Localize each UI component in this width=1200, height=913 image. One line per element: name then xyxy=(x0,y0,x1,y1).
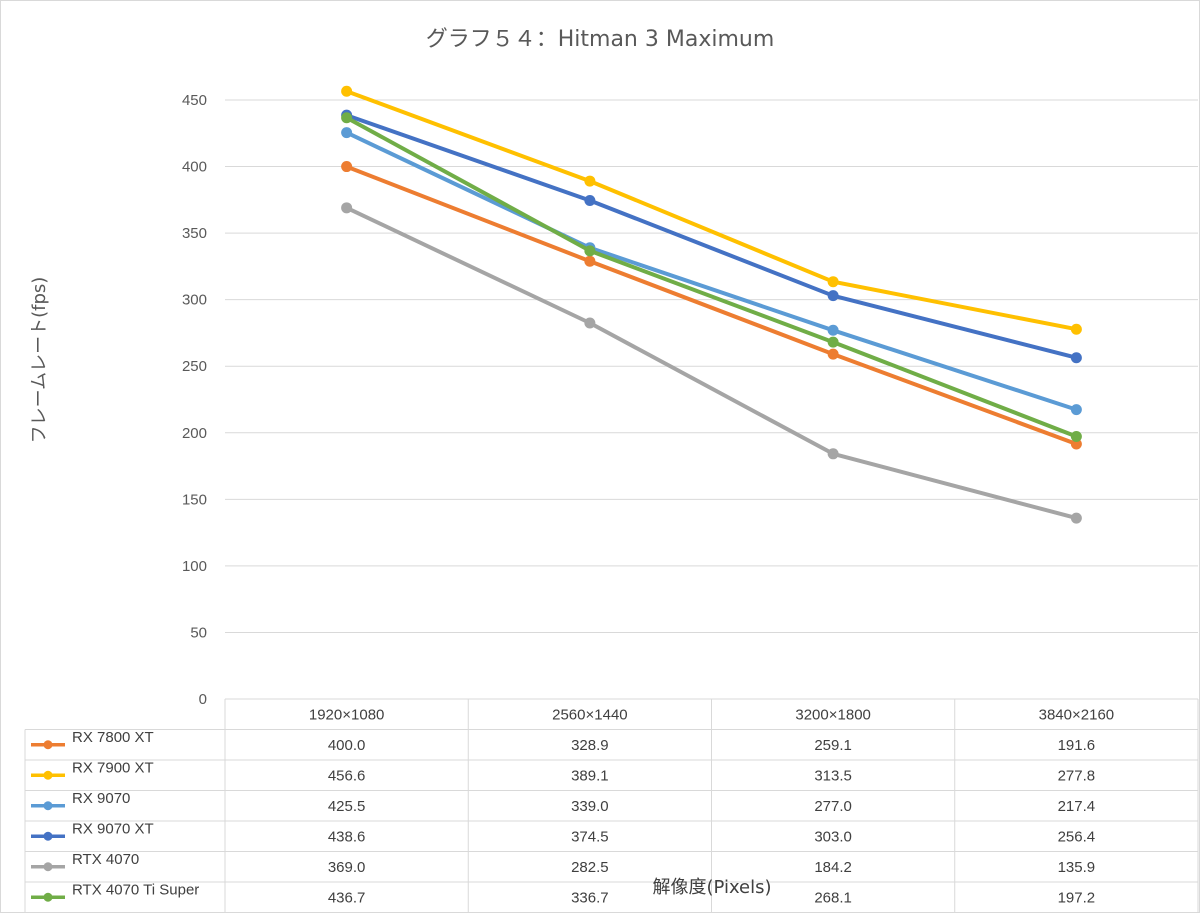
data-table-cell: 425.5 xyxy=(328,798,366,815)
data-table-cell: 436.7 xyxy=(328,889,366,906)
legend-key-marker xyxy=(43,740,53,750)
data-table-cell: 389.1 xyxy=(571,767,609,784)
data-table-cell: 313.5 xyxy=(814,767,852,784)
data-table-cell: 256.4 xyxy=(1058,828,1096,845)
data-point xyxy=(1070,352,1082,364)
data-table-cell: 191.6 xyxy=(1058,737,1096,754)
data-table-cell: 268.1 xyxy=(814,889,852,906)
data-point xyxy=(827,276,839,288)
data-table-cell: 217.4 xyxy=(1058,798,1096,815)
gridlines xyxy=(225,99,1198,633)
series-line xyxy=(344,130,1079,412)
data-point xyxy=(341,161,353,173)
data-table-cell: 277.8 xyxy=(1058,767,1096,784)
legend-key-marker xyxy=(43,862,53,872)
data-point xyxy=(827,290,839,302)
series-group xyxy=(341,112,1082,443)
data-point xyxy=(584,317,596,329)
y-axis-label: フレームレート(fps) xyxy=(29,277,50,444)
y-tick-label: 250 xyxy=(182,358,207,375)
y-tick-label: 150 xyxy=(182,491,207,508)
data-table-cell: 438.6 xyxy=(328,828,366,845)
legend-entry: RX 9070 xyxy=(72,790,130,807)
data-point xyxy=(1070,323,1082,335)
y-tick-label: 300 xyxy=(182,292,207,309)
legend-key-marker xyxy=(43,801,53,811)
chart-title: グラフ５４：Hitman 3 Maximum xyxy=(426,27,775,52)
y-tick-label: 200 xyxy=(182,425,207,442)
data-point xyxy=(341,112,353,124)
series-group xyxy=(341,202,1082,524)
y-tick-label: 400 xyxy=(182,159,207,176)
y-tick-label: 0 xyxy=(199,691,207,708)
y-tick-label: 350 xyxy=(182,225,207,242)
data-point xyxy=(584,245,596,257)
legend-entry: RX 7900 XT xyxy=(72,759,154,776)
data-table-cell: 197.2 xyxy=(1058,889,1096,906)
data-table-cell: 336.7 xyxy=(571,889,609,906)
data-table-cell: 135.9 xyxy=(1058,859,1096,876)
data-point xyxy=(584,194,596,206)
data-point xyxy=(827,324,839,336)
data-point xyxy=(341,127,353,139)
x-axis-label: 解像度(Pixels) xyxy=(652,877,771,898)
data-point xyxy=(1070,512,1082,524)
y-axis-ticks: 0 50 100 150 200 250 300 350 400 450 xyxy=(182,92,207,708)
data-table-cell: 339.0 xyxy=(571,798,609,815)
y-tick-label: 50 xyxy=(190,624,207,641)
data-table-cell: 400.0 xyxy=(328,737,366,754)
data-table-cell: 369.0 xyxy=(328,859,366,876)
data-table: 1920×1080 2560×1440 3200×1800 3840×2160 RX 7… xyxy=(24,698,1199,913)
legend-entry: RX 7800 XT xyxy=(72,729,154,746)
y-tick-label: 100 xyxy=(182,558,207,575)
data-point xyxy=(827,336,839,348)
legend-entry: RTX 4070 xyxy=(72,851,139,868)
series-lines xyxy=(341,85,1082,524)
data-table-cell: 184.2 xyxy=(814,859,852,876)
data-point xyxy=(1070,404,1082,416)
series-line xyxy=(344,205,1079,521)
data-table-cell: 328.9 xyxy=(571,737,609,754)
series-group xyxy=(341,161,1082,450)
data-table-cell: 277.0 xyxy=(814,798,852,815)
legend-key-marker xyxy=(43,892,53,902)
series-line xyxy=(344,164,1079,446)
x-tick-label: 3200×1800 xyxy=(795,706,871,723)
data-point xyxy=(827,448,839,460)
x-tick-label: 3840×2160 xyxy=(1039,706,1115,723)
y-tick-label: 450 xyxy=(182,92,207,109)
legend-entry: RTX 4070 Ti Super xyxy=(72,881,199,898)
series-line xyxy=(344,89,1079,332)
series-line xyxy=(344,113,1079,360)
data-point xyxy=(584,255,596,267)
legend-key-marker xyxy=(43,770,53,780)
series-group xyxy=(341,85,1082,335)
data-point xyxy=(584,175,596,187)
data-table-cell: 282.5 xyxy=(571,859,609,876)
data-point xyxy=(827,348,839,360)
series-line xyxy=(344,115,1079,439)
legend-entry: RX 9070 XT xyxy=(72,820,154,837)
data-point xyxy=(341,202,353,214)
data-point xyxy=(341,85,353,97)
x-tick-label: 2560×1440 xyxy=(552,706,628,723)
x-tick-label: 1920×1080 xyxy=(309,706,385,723)
legend-key-marker xyxy=(43,831,53,841)
data-table-cell: 456.6 xyxy=(328,767,366,784)
data-table-cell: 374.5 xyxy=(571,828,609,845)
data-table-cell: 303.0 xyxy=(814,828,852,845)
data-table-cell: 259.1 xyxy=(814,737,852,754)
data-point xyxy=(1070,431,1082,443)
